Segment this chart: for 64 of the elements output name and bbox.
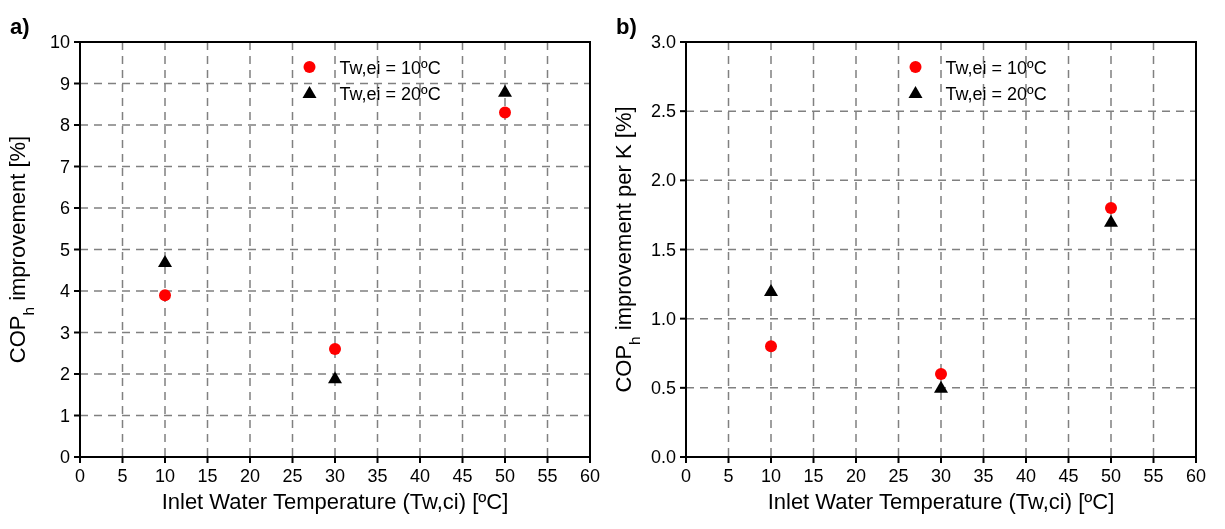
y-tick-label: 0.5 (650, 377, 676, 398)
x-axis-title: Inlet Water Temperature (Tw,ci) [ºC] (161, 489, 509, 514)
point (158, 254, 172, 267)
y-tick-label: 6 (59, 198, 70, 218)
x-tick-label: 5 (723, 466, 734, 486)
chart-title: a) (10, 14, 30, 39)
x-tick-label: 50 (1100, 466, 1122, 486)
x-axis-title: Inlet Water Temperature (Tw,ci) [ºC] (767, 489, 1115, 514)
y-tick-label: 8 (59, 115, 70, 135)
y-tick-label: 1.5 (650, 239, 676, 260)
x-tick-label: 15 (197, 466, 218, 486)
x-tick-label: 5 (117, 466, 128, 486)
y-tick-label: 10 (49, 32, 70, 52)
x-tick-label: 40 (1015, 466, 1037, 486)
point (498, 84, 512, 97)
x-tick-label: 10 (760, 466, 782, 486)
y-tick-label: 7 (59, 156, 70, 177)
point (934, 380, 948, 393)
x-tick-label: 15 (803, 466, 824, 486)
legend-label: Tw,ei = 10ºC (945, 57, 1047, 78)
chart-title: b) (616, 14, 637, 39)
x-tick-label: 50 (494, 466, 516, 486)
x-tick-label: 55 (1143, 466, 1164, 486)
y-tick-label: 3.0 (650, 32, 676, 52)
point (328, 371, 342, 384)
point (159, 289, 171, 302)
x-tick-label: 60 (579, 466, 601, 486)
point (764, 284, 778, 296)
x-tick-label: 40 (409, 466, 431, 486)
x-tick-label: 35 (367, 466, 388, 486)
y-tick-label: 2.5 (650, 101, 676, 122)
point (499, 106, 511, 119)
x-tick-label: 0 (74, 466, 86, 486)
legend-label: Tw,ei = 10ºC (339, 57, 441, 78)
x-tick-label: 20 (845, 466, 867, 486)
legend-label: Tw,ei = 20ºC (339, 83, 441, 104)
y-tick-label: 2 (59, 364, 70, 384)
x-tick-label: 30 (324, 466, 346, 486)
y-tick-label: 0 (59, 447, 70, 467)
y-tick-label: 0.0 (650, 447, 676, 467)
point (765, 340, 777, 353)
x-tick-label: 45 (452, 466, 473, 486)
y-tick-label: 1.0 (650, 308, 676, 329)
x-tick-label: 10 (154, 466, 176, 486)
point (329, 343, 341, 356)
point (935, 368, 947, 380)
y-tick-label: 5 (59, 239, 70, 260)
x-tick-label: 60 (1185, 466, 1207, 486)
x-tick-label: 35 (973, 466, 994, 486)
point (1104, 214, 1118, 227)
legend-label: Tw,ei = 20ºC (945, 83, 1047, 104)
point (1105, 202, 1117, 214)
x-tick-label: 30 (930, 466, 952, 486)
y-tick-label: 1 (59, 405, 70, 426)
x-tick-label: 20 (239, 466, 261, 486)
y-tick-label: 4 (59, 281, 70, 301)
x-tick-label: 55 (537, 466, 558, 486)
x-tick-label: 25 (282, 466, 303, 486)
x-tick-label: 45 (1058, 466, 1079, 486)
x-tick-label: 25 (888, 466, 909, 486)
y-tick-label: 2.0 (650, 170, 676, 191)
y-tick-label: 3 (59, 322, 70, 343)
x-tick-label: 0 (680, 466, 692, 486)
y-tick-label: 9 (59, 73, 70, 94)
